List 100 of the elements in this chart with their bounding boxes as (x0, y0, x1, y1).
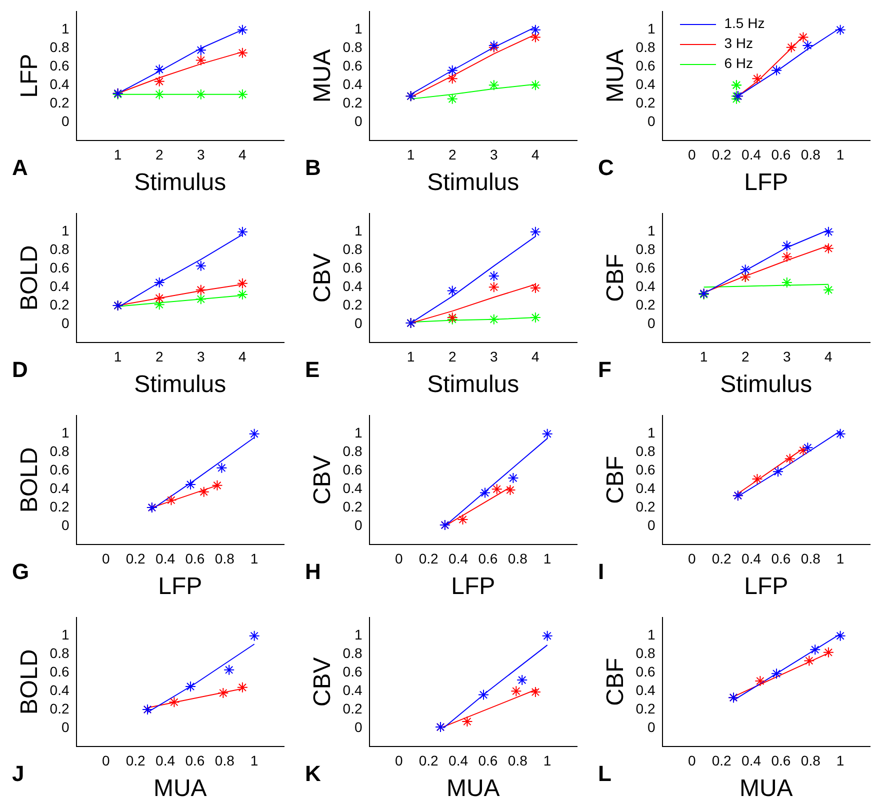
y-tick-label: 0.4 (50, 480, 70, 496)
x-tick-label: 0.4 (156, 550, 176, 567)
legend-label: 1.5 Hz (723, 14, 765, 34)
x-tick-label: 0 (395, 550, 404, 567)
y-tick-label: 0 (61, 516, 70, 533)
y-axis-title: CBF (602, 658, 630, 706)
y-tick-label: 0.8 (636, 39, 656, 56)
y-tick-label: 0.6 (50, 260, 70, 276)
x-tick-label: 0 (102, 550, 110, 567)
x-tick-label: 1 (406, 348, 415, 365)
x-axis-title: MUA (153, 775, 207, 802)
y-tick-label: 0.8 (636, 443, 656, 460)
y-tick-label: 0.6 (50, 664, 70, 680)
y-tick-label: 0.2 (50, 94, 70, 110)
x-tick-label: 0 (102, 752, 110, 769)
x-tick-label: 1 (543, 550, 552, 567)
y-tick-label: 1 (354, 222, 362, 239)
x-tick-label: 0.8 (214, 752, 235, 769)
y-tick-label: 0.6 (342, 664, 362, 680)
x-tick-label: 0.2 (712, 146, 732, 163)
text: K (305, 761, 321, 787)
y-tick-label: 0 (61, 112, 70, 129)
y-tick-label: 0.8 (636, 241, 656, 258)
y-tick-label: 0.4 (342, 682, 362, 698)
y-tick-label: 0.6 (636, 664, 656, 680)
x-tick-label: 0.8 (214, 550, 235, 567)
y-tick-label: 1 (61, 626, 70, 643)
x-axis-title: LFP (744, 169, 788, 196)
x-tick-label: 0 (688, 752, 696, 769)
x-tick-label: 1 (114, 146, 122, 163)
x-tick-label: 0.2 (712, 550, 732, 567)
x-tick-label: 1 (836, 550, 844, 567)
y-tick-label: 0.4 (50, 682, 70, 698)
y-axis-title: BOLD (16, 245, 44, 311)
text: I (598, 559, 604, 585)
y-tick-label: 1 (61, 20, 70, 37)
y-tick-label: 0.6 (342, 260, 362, 276)
x-tick-label: 0.6 (771, 550, 791, 567)
text: F (598, 357, 612, 383)
y-axis-title: MUA (309, 49, 336, 103)
text: C (598, 155, 614, 181)
y-tick-label: 0.4 (342, 76, 362, 92)
y-tick-label: 0.8 (636, 645, 656, 662)
y-axis-title: BOLD (16, 447, 44, 513)
y-tick-label: 0.2 (636, 94, 656, 110)
y-tick-label: 0.8 (342, 645, 362, 662)
x-tick-label: 0.6 (771, 752, 791, 769)
text: J (12, 761, 24, 787)
y-tick-label: 0.8 (50, 241, 70, 258)
y-tick-label: 0 (61, 314, 70, 331)
x-tick-label: 2 (741, 348, 750, 365)
y-tick-label: 0.4 (636, 480, 656, 496)
y-tick-label: 0.2 (50, 296, 70, 312)
y-tick-label: 0 (647, 112, 656, 129)
y-tick-label: 1 (647, 222, 656, 239)
x-tick-label: 4 (532, 146, 540, 163)
x-tick-label: 1 (250, 550, 258, 567)
text: G (12, 559, 30, 585)
x-tick-label: 0.6 (478, 752, 498, 769)
x-tick-label: 0 (688, 146, 696, 163)
legend-label: 6 Hz (723, 54, 754, 74)
x-tick-label: 0.6 (185, 752, 205, 769)
y-tick-label: 1 (354, 626, 362, 643)
x-tick-label: 0.2 (418, 752, 439, 769)
y-tick-label: 0.8 (50, 443, 70, 460)
x-tick-label: 3 (490, 348, 498, 365)
y-tick-label: 0 (647, 314, 656, 331)
y-tick-label: 0.4 (50, 76, 70, 92)
y-tick-label: 0 (354, 516, 362, 533)
x-axis-title: Stimulus (134, 169, 226, 196)
text: L (598, 761, 612, 787)
y-axis-title: CBV (309, 657, 336, 707)
y-tick-label: 0.2 (342, 296, 362, 312)
y-tick-label: 0 (61, 718, 70, 735)
y-tick-label: 0.4 (636, 682, 656, 698)
y-axis-title: BOLD (16, 649, 44, 715)
y-axis-title: CBV (309, 455, 336, 505)
x-tick-label: 0.4 (742, 550, 762, 567)
x-axis-title: LFP (451, 573, 496, 600)
y-tick-label: 0.2 (50, 498, 70, 514)
y-tick-label: 0.4 (636, 278, 656, 294)
text: A (12, 155, 28, 181)
x-tick-label: 0.2 (712, 752, 732, 769)
y-tick-label: 1 (647, 424, 656, 441)
x-tick-label: 2 (155, 146, 164, 163)
y-axis-title: CBF (602, 254, 630, 302)
y-tick-label: 0.8 (342, 241, 362, 258)
x-tick-label: 2 (448, 348, 456, 365)
x-axis-title: LFP (744, 573, 788, 600)
x-axis-title: Stimulus (427, 371, 520, 398)
x-tick-label: 4 (824, 348, 833, 365)
x-tick-label: 0.2 (418, 550, 439, 567)
y-tick-label: 0.2 (342, 94, 362, 110)
y-tick-label: 0.2 (342, 498, 362, 514)
x-tick-label: 0.4 (448, 752, 468, 769)
y-axis-title: CBV (309, 253, 336, 303)
x-tick-label: 0 (395, 752, 404, 769)
x-tick-label: 1 (114, 348, 122, 365)
y-tick-label: 0 (647, 718, 656, 735)
y-tick-label: 0.2 (50, 700, 70, 716)
